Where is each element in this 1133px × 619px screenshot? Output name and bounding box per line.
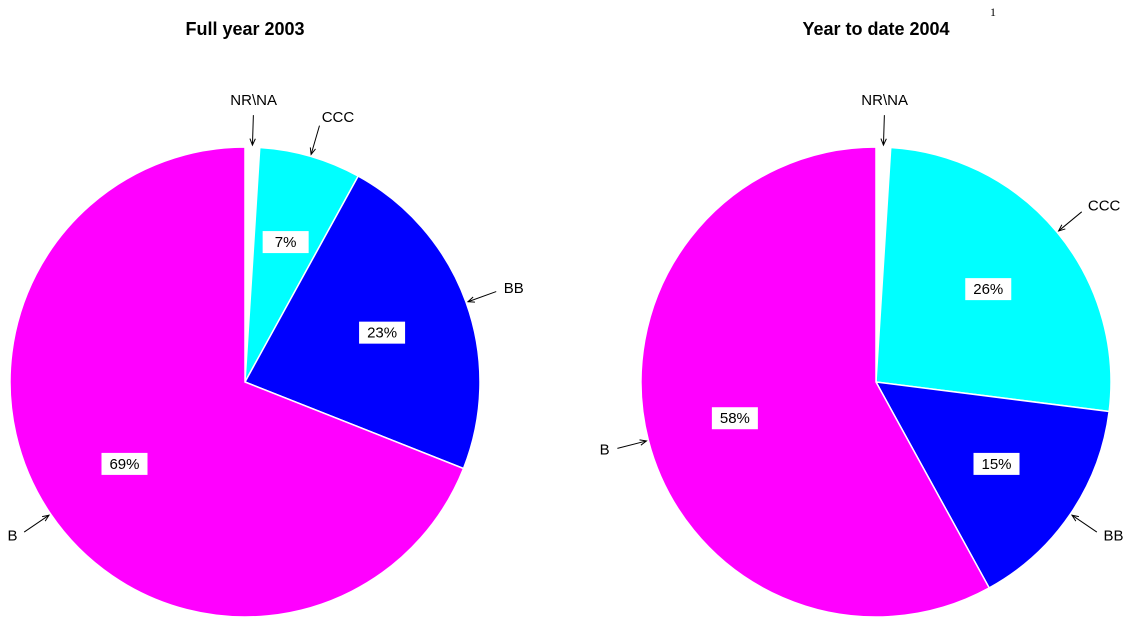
- category-label: B: [600, 441, 610, 458]
- label-arrow: [882, 115, 885, 146]
- arrow-head: [249, 138, 256, 147]
- arrow-head: [880, 138, 887, 147]
- label-arrow: [1058, 211, 1083, 232]
- value-label-box: [965, 278, 1012, 301]
- category-label: B: [8, 528, 18, 545]
- value-label: 26%: [973, 281, 1003, 298]
- pie-slice: [640, 146, 991, 618]
- pie-slice: [244, 146, 360, 383]
- category-label: BB: [504, 280, 524, 297]
- category-label: CCC: [322, 109, 355, 126]
- label-arrow: [251, 115, 254, 146]
- category-label: BB: [1103, 528, 1123, 545]
- value-label: 23%: [367, 325, 397, 342]
- pie-slice: [874, 381, 1110, 589]
- value-label-box: [711, 407, 758, 430]
- arrow-head: [309, 147, 316, 156]
- value-label: 58%: [720, 410, 750, 427]
- arrow-head: [466, 296, 476, 303]
- label-arrow: [1071, 514, 1098, 533]
- chart-title: Year to date 2004: [802, 19, 949, 39]
- label-arrow: [467, 291, 497, 303]
- label-arrow: [617, 440, 647, 449]
- value-label-box: [262, 231, 309, 254]
- title-note: 1: [990, 5, 996, 19]
- arrow-head: [639, 439, 648, 446]
- value-label: 15%: [981, 456, 1011, 473]
- label-arrow: [23, 514, 50, 533]
- category-label: NR\NA: [861, 92, 908, 109]
- label-arrow: [310, 125, 320, 155]
- arrow-head: [42, 514, 51, 522]
- value-label-box: [359, 321, 406, 344]
- arrow-head: [1070, 514, 1079, 522]
- pie-slice: [9, 146, 465, 618]
- category-label: NR\NA: [230, 92, 277, 109]
- chart-title: Full year 2003: [185, 19, 304, 39]
- category-label: CCC: [1088, 198, 1121, 215]
- arrow-head: [1057, 224, 1066, 232]
- value-label: 7%: [275, 234, 297, 251]
- value-label-box: [101, 452, 148, 475]
- value-label: 69%: [109, 456, 139, 473]
- value-label-box: [973, 452, 1020, 475]
